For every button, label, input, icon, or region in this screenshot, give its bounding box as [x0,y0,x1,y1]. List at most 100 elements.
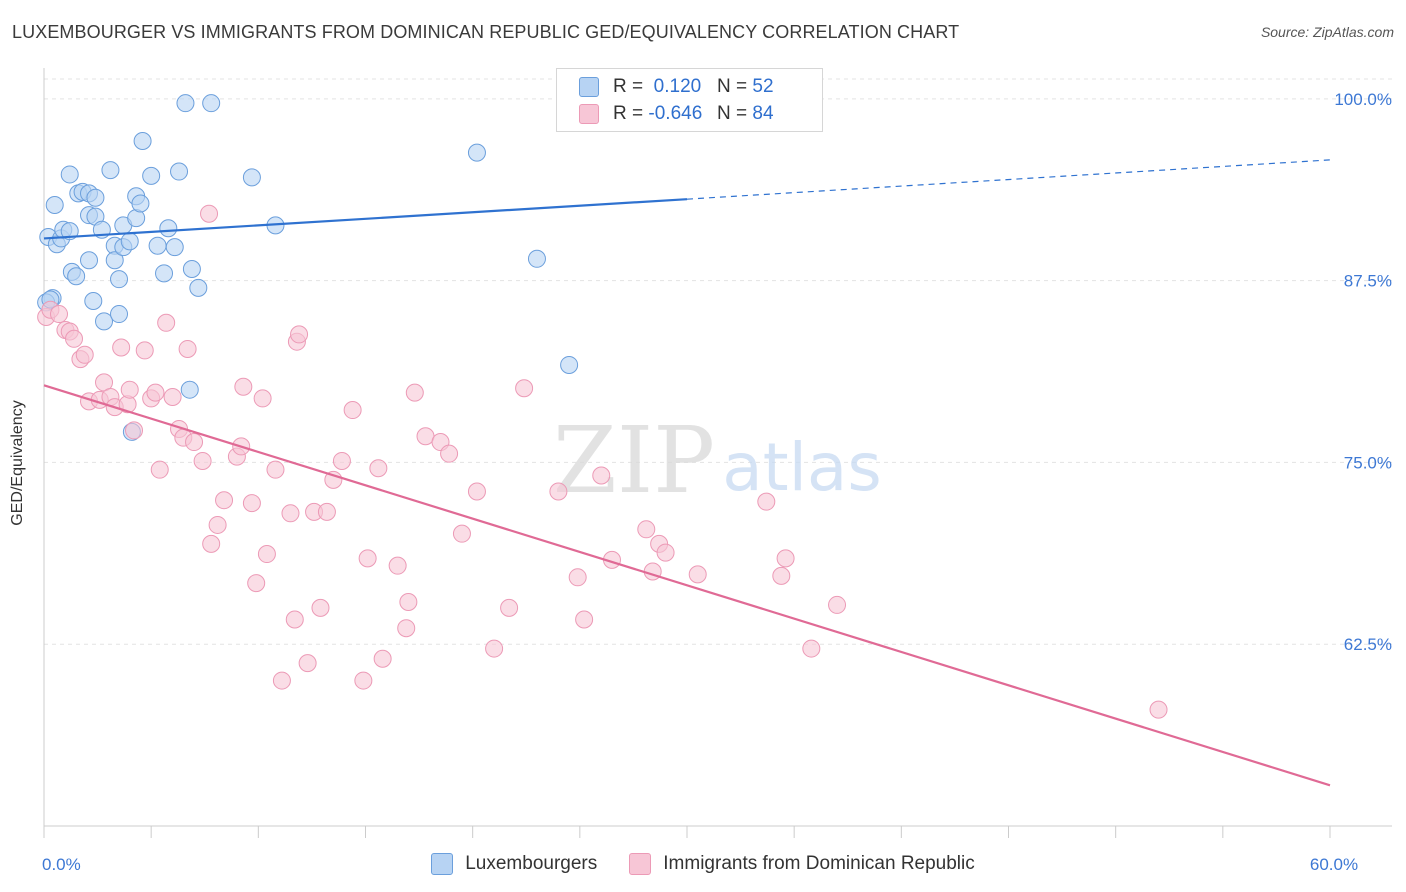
series-dominican-immigrants [37,204,1168,719]
data-point [772,566,791,585]
data-point [208,515,227,534]
y-tick-label: 87.5% [1344,272,1392,291]
chart-source: Source: ZipAtlas.com [1260,24,1394,40]
data-point [101,161,120,180]
data-point [163,387,182,406]
data-point [560,355,579,374]
data-point [133,131,152,150]
data-point [592,466,611,485]
data-point [500,598,519,617]
data-point [1149,700,1168,719]
series-legend-luxembourgers[interactable]: Luxembourgers [431,853,597,875]
data-point [125,421,144,440]
legend-n-value: 84 [752,103,774,124]
legend-n-value: 52 [752,76,774,97]
legend-n-label: N = [717,76,748,97]
gridlines [44,78,1392,645]
data-point [65,329,84,348]
data-point [202,534,221,553]
data-point [290,325,309,344]
data-point [369,459,388,478]
data-point [358,549,377,568]
data-point [75,345,94,364]
data-point [60,165,79,184]
data-point [373,649,392,668]
trend-line [43,384,1331,787]
series-label: Immigrants from Dominican Republic [663,853,975,874]
legend-row-luxembourgers: R = 0.120 N = 52 [579,73,774,101]
watermark-atlas: atlas [722,429,882,506]
data-point [120,232,139,251]
trend-line [43,198,688,240]
series-swatch-blue [431,853,454,875]
data-point [176,94,195,113]
data-point [568,568,587,587]
data-point [440,444,459,463]
correlation-legend: R = 0.120 N = 52 R = -0.646 N = 84 [556,68,823,132]
data-point [757,492,776,511]
data-point [828,595,847,614]
x-tick-label: 0.0% [42,855,81,874]
data-point [242,168,261,187]
data-point [193,451,212,470]
data-point [467,143,486,162]
data-point [159,219,178,238]
data-point [285,610,304,629]
series-label: Luxembourgers [465,853,598,874]
data-point [110,270,129,289]
data-point [150,460,169,479]
data-point [234,377,253,396]
data-point [485,639,504,658]
data-point [110,305,129,324]
data-point [388,556,407,575]
data-point [189,278,208,297]
data-point [343,401,362,420]
data-point [112,338,131,357]
data-point [247,574,266,593]
legend-r-label: R = [613,103,644,124]
data-point [60,222,79,241]
data-point [182,259,201,278]
chart-title: LUXEMBOURGER VS IMMIGRANTS FROM DOMINICA… [12,22,960,42]
data-point [131,194,150,213]
data-point [311,598,330,617]
data-point [242,494,261,513]
data-point [656,543,675,562]
data-point [549,482,568,501]
legend-swatch-pink [579,104,599,124]
data-point [802,639,821,658]
watermark: ZIP atlas [553,407,882,514]
data-point [515,379,534,398]
data-point [257,545,276,564]
trend-line-projection [686,159,1331,200]
data-point [452,524,471,543]
series-legend: Luxembourgers Immigrants from Dominican … [0,852,1406,876]
data-point [45,195,64,214]
data-point [120,380,139,399]
data-point [399,593,418,612]
data-point [527,249,546,268]
data-point [95,312,114,331]
legend-swatch-blue [579,77,599,97]
legend-row-dominican: R = -0.646 N = 84 [579,100,774,128]
data-point [272,671,291,690]
data-point [50,305,69,324]
data-point [202,94,221,113]
data-point [135,341,154,360]
data-point [354,671,373,690]
series-legend-dominican[interactable]: Immigrants from Dominican Republic [629,853,975,875]
data-point [776,549,795,568]
data-point [180,380,199,399]
legend-r-value: -0.646 [648,103,703,124]
legend-n-label: N = [717,103,748,124]
data-point [637,520,656,539]
data-point [397,619,416,638]
data-point [253,389,272,408]
data-point [148,236,167,255]
watermark-zip: ZIP [553,407,715,514]
data-point [146,383,165,402]
data-point [105,251,124,270]
data-point [86,188,105,207]
data-point [416,427,435,446]
data-point [165,238,184,257]
